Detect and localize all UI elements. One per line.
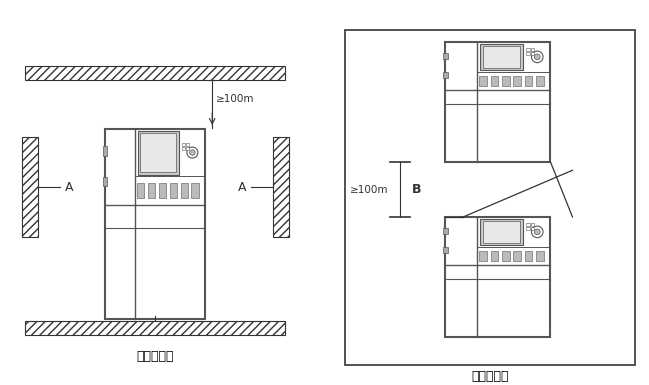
Circle shape — [187, 147, 198, 158]
Bar — [491, 76, 498, 85]
Circle shape — [532, 226, 543, 238]
Bar — [186, 147, 190, 150]
Text: B: B — [412, 183, 422, 196]
Bar — [479, 251, 487, 261]
Bar — [526, 48, 530, 51]
Bar — [25, 321, 285, 335]
Bar — [526, 52, 530, 55]
Bar — [159, 183, 166, 198]
Bar — [525, 76, 532, 85]
Text: ≥100m: ≥100m — [216, 94, 254, 104]
Bar — [502, 76, 509, 85]
Bar — [443, 72, 448, 78]
Bar — [169, 183, 177, 198]
Bar — [182, 143, 185, 146]
Bar — [491, 251, 498, 261]
Bar — [148, 183, 155, 198]
Bar — [483, 221, 520, 243]
Bar — [273, 137, 289, 237]
Bar — [445, 217, 550, 337]
Bar — [443, 247, 448, 253]
Bar — [480, 219, 523, 245]
Bar — [191, 183, 199, 198]
Bar — [526, 223, 530, 226]
Bar — [345, 30, 635, 365]
Bar — [182, 147, 185, 150]
Text: 单体安装图: 单体安装图 — [136, 350, 174, 363]
Bar — [513, 251, 521, 261]
Text: A: A — [65, 181, 73, 194]
Bar — [531, 48, 534, 51]
Bar — [443, 53, 448, 59]
Bar — [531, 223, 534, 226]
Bar — [103, 146, 107, 156]
Bar — [502, 251, 509, 261]
Bar — [443, 228, 448, 234]
Bar — [536, 76, 544, 85]
Text: A: A — [238, 181, 246, 194]
Bar — [536, 251, 544, 261]
Circle shape — [532, 51, 543, 63]
Bar — [483, 46, 520, 68]
Circle shape — [190, 150, 195, 155]
Circle shape — [534, 229, 540, 235]
Bar — [25, 66, 285, 80]
Bar — [525, 251, 532, 261]
Bar — [513, 76, 521, 85]
Bar — [531, 52, 534, 55]
Bar — [526, 227, 530, 230]
Bar — [138, 131, 178, 175]
Bar — [180, 183, 188, 198]
Text: ≥100m: ≥100m — [350, 184, 388, 194]
Bar — [480, 44, 523, 70]
Bar — [445, 42, 550, 162]
Bar — [137, 183, 144, 198]
Bar — [103, 177, 107, 186]
Text: 上下安装图: 上下安装图 — [471, 370, 509, 383]
Bar — [22, 137, 38, 237]
Bar — [140, 133, 176, 172]
Bar — [105, 129, 205, 319]
Bar — [531, 227, 534, 230]
Bar — [479, 76, 487, 85]
Circle shape — [534, 54, 540, 60]
Bar — [186, 143, 190, 146]
